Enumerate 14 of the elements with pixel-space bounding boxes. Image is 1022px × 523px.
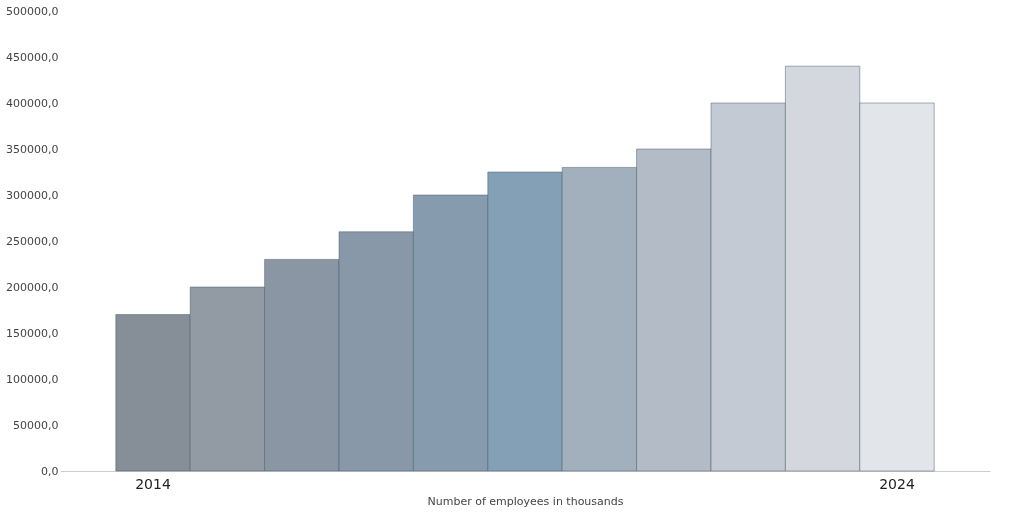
- x-axis-title: Number of employees in thousands: [427, 494, 624, 508]
- y-tick-label: 50000,0: [13, 418, 59, 432]
- y-tick-label: 350000,0: [6, 142, 59, 156]
- y-tick-label: 400000,0: [6, 96, 59, 110]
- y-tick-label: 0,0: [41, 464, 59, 478]
- y-tick-label: 300000,0: [6, 188, 59, 202]
- y-tick-label: 500000,0: [6, 4, 59, 18]
- y-tick-label: 250000,0: [6, 234, 59, 248]
- y-tick-label: 150000,0: [6, 326, 59, 340]
- y-tick-label: 200000,0: [6, 280, 59, 294]
- x-tick-label: 2014: [135, 475, 171, 492]
- y-tick-label: 450000,0: [6, 50, 59, 64]
- x-tick-label: 2024: [879, 475, 915, 492]
- y-tick-label: 100000,0: [6, 372, 59, 386]
